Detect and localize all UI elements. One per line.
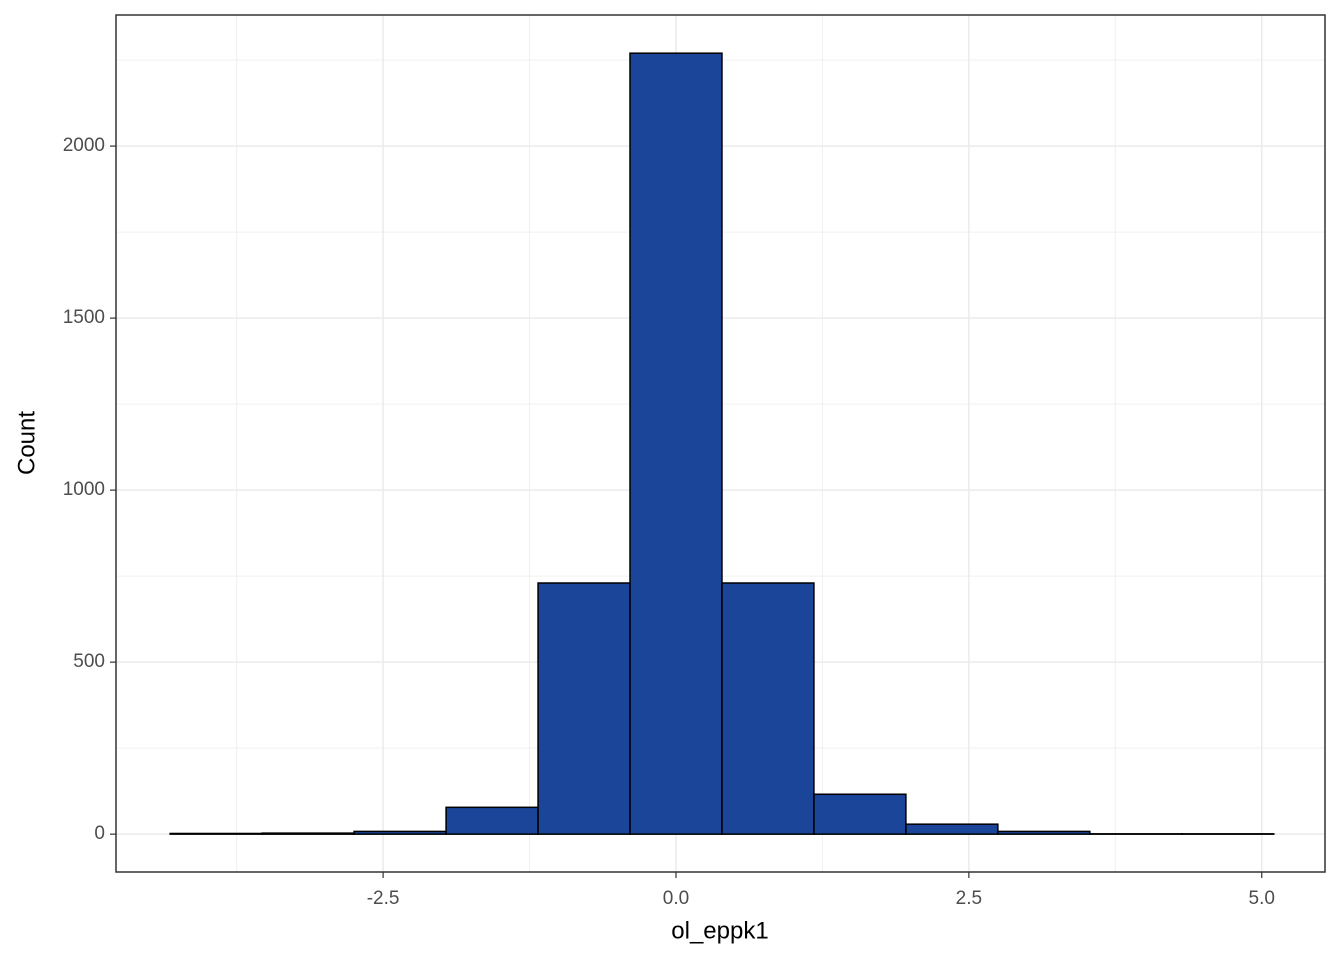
bar: [445, 806, 539, 835]
x-axis-label: ol_eppk1: [671, 917, 768, 944]
bar: [353, 830, 447, 835]
panel-border: [115, 14, 1326, 873]
bar: [629, 52, 723, 835]
x-tick-label: 5.0: [1249, 888, 1275, 909]
bar: [905, 823, 999, 835]
bar: [997, 830, 1091, 835]
bar: [537, 582, 631, 835]
y-tick-label: 1000: [63, 479, 105, 500]
x-tick-label: 0.0: [663, 888, 689, 909]
x-tick-label: -2.5: [367, 888, 400, 909]
bar: [261, 832, 355, 835]
y-tick-label: 2000: [63, 135, 105, 156]
bar: [813, 793, 907, 835]
y-tick-label: 0: [94, 823, 105, 844]
y-tick-label: 1500: [63, 307, 105, 328]
y-axis-label: Count: [13, 411, 40, 475]
y-tick-label: 500: [73, 651, 105, 672]
bar: [721, 582, 815, 835]
x-tick-label: 2.5: [956, 888, 982, 909]
bar: [169, 832, 263, 835]
